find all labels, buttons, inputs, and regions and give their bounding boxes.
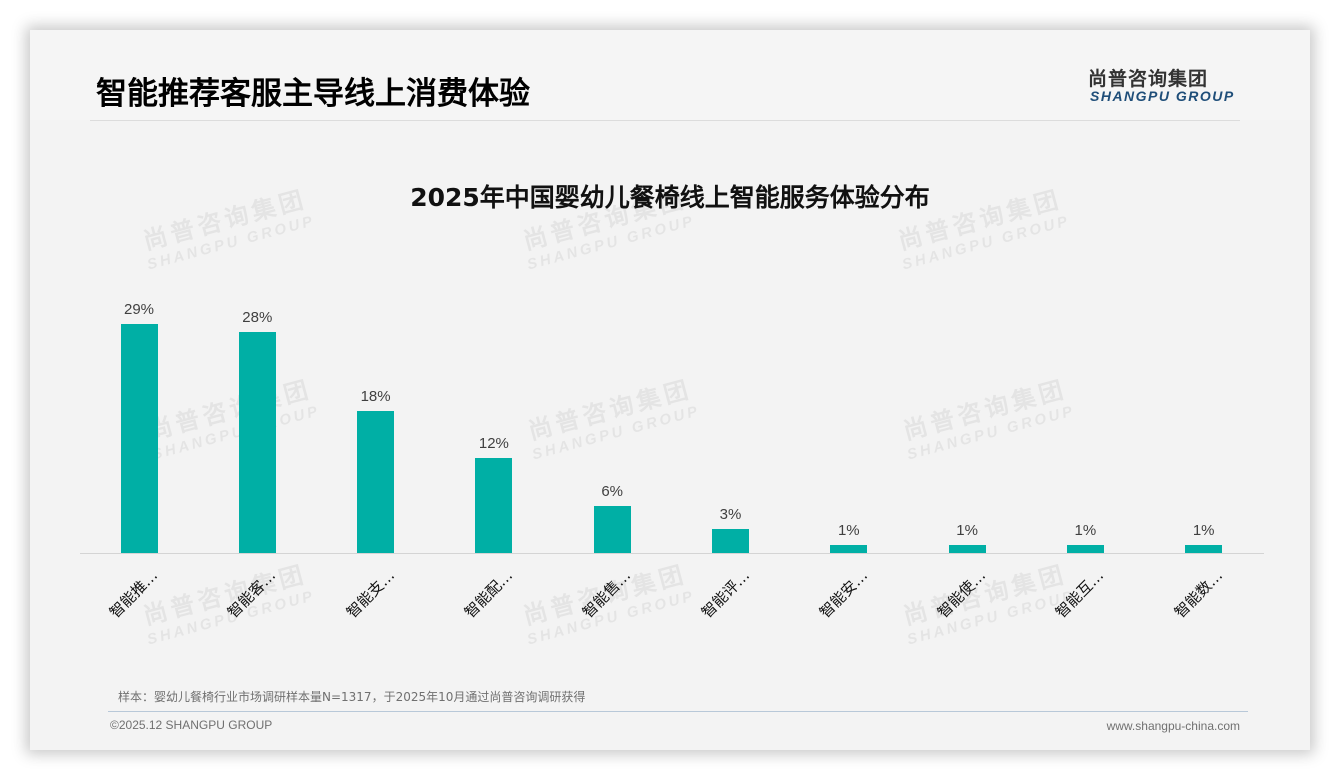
x-tick-label: 智能配… [460, 566, 517, 622]
data-label: 12% [478, 435, 509, 453]
bar [593, 505, 631, 553]
data-label: 1% [1074, 522, 1097, 540]
x-axis-line [80, 553, 1264, 554]
x-tick-label: 智能支… [342, 566, 398, 622]
data-label: 3% [719, 506, 742, 524]
bar [1066, 545, 1104, 553]
bar [948, 545, 986, 553]
x-tick-label: 智能数… [1170, 566, 1226, 622]
data-label: 1% [837, 522, 860, 540]
footer-divider [108, 711, 1248, 712]
bar [120, 323, 158, 553]
bar-chart: 29% 智能推… 28% 智能客… 18% 智能支… 12% 智能配… 6% 智能售… 3% 智能评…… [30, 30, 1310, 750]
bar [238, 331, 276, 553]
x-tick-label: 智能使… [934, 566, 990, 622]
page-title: 智能推荐客服主导线上消费体验 [96, 76, 530, 112]
data-label: 6% [601, 482, 624, 500]
header-band [30, 30, 1310, 120]
title-divider [90, 120, 1240, 121]
website-link[interactable]: www.shangpu-china.com [1106, 719, 1240, 733]
x-tick-label: 智能安… [815, 566, 871, 622]
bar [712, 529, 749, 553]
data-label: 28% [242, 308, 273, 326]
x-tick-label: 智能售… [579, 566, 635, 622]
bar [1185, 545, 1223, 553]
logo-english: SHANGPU GROUP [1090, 88, 1235, 104]
x-tick-label: 智能互… [1052, 566, 1108, 622]
chart-title: 2025年中国婴幼儿餐椅线上智能服务体验分布 [410, 183, 930, 212]
x-tick-label: 智能推… [105, 566, 162, 622]
bar [830, 545, 868, 553]
data-label: 1% [1192, 522, 1215, 540]
bar [475, 458, 513, 553]
slide: 智能推荐客服主导线上消费体验 尚普咨询集团 SHANGPU GROUP 尚普咨询… [30, 30, 1310, 750]
sample-footnote: 样本：婴幼儿餐椅行业市场调研样本量N=1317，于2025年10月通过尚普咨询调… [118, 690, 586, 704]
copyright-text: ©2025.12 SHANGPU GROUP [110, 718, 273, 732]
data-label: 29% [123, 300, 155, 318]
x-tick-label: 智能评… [697, 566, 753, 622]
data-label: 18% [360, 387, 391, 405]
x-tick-label: 智能客… [224, 566, 280, 622]
bar [357, 410, 395, 553]
logo-chinese: 尚普咨询集团 [1088, 68, 1209, 90]
data-label: 1% [956, 522, 978, 540]
